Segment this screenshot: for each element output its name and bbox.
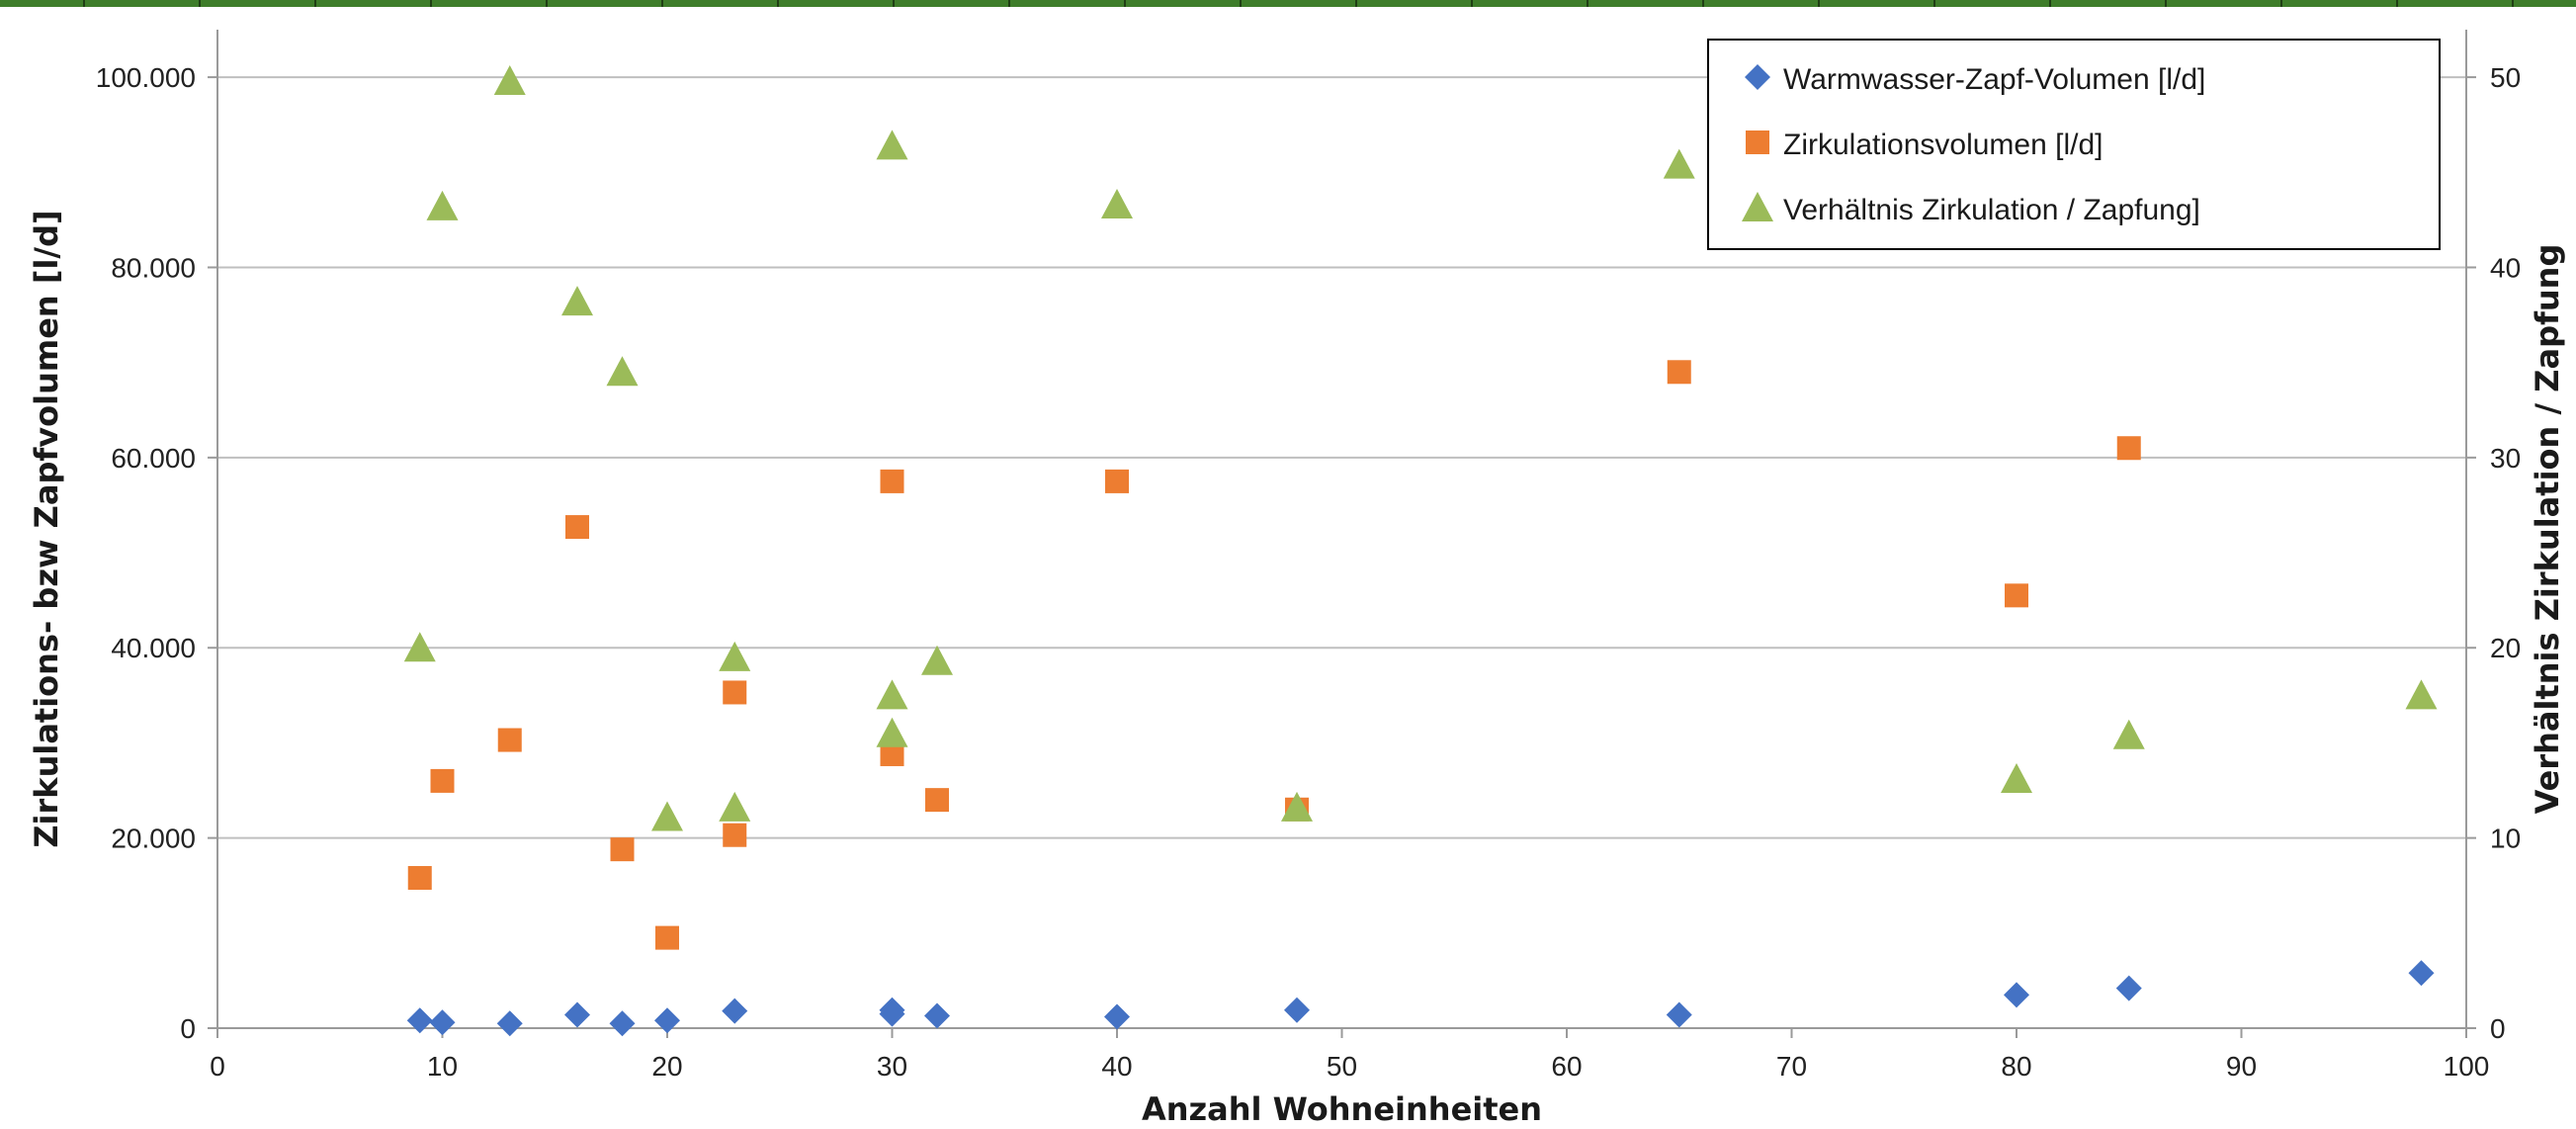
verhaeltnis-point (493, 64, 526, 95)
verhaeltnis-point (403, 632, 436, 662)
warmwasser-point (924, 1002, 950, 1029)
zirkulation-point (925, 788, 949, 813)
x-tick-label: 80 (2001, 1051, 2031, 1082)
x-tick-label: 100 (2444, 1051, 2490, 1082)
x-tick-label: 10 (427, 1051, 458, 1082)
warmwasser-point (879, 1000, 905, 1027)
verhaeltnis-point (1101, 188, 1133, 218)
zirkulation-point (1667, 360, 1691, 385)
y-tick-label: 0 (180, 1013, 196, 1044)
y-tick-label: 80.000 (111, 252, 196, 283)
zirkulation-point (723, 680, 747, 705)
zirkulation-point (1105, 469, 1129, 493)
zirkulation-point (610, 837, 635, 862)
top-bar (0, 0, 2576, 7)
verhaeltnis-point (719, 641, 751, 671)
verhaeltnis-point (719, 791, 751, 822)
axes (208, 30, 2476, 1038)
verhaeltnis-point (1281, 791, 1313, 822)
y-axis-title: Zirkulations- bzw Zapfvolumen [l/d] (28, 210, 65, 847)
legend-swatch-square (1746, 130, 1769, 154)
y2-tick-label: 30 (2490, 443, 2521, 474)
zirkulation-point (723, 823, 747, 847)
zirkulation-point (565, 515, 589, 540)
x-axis-title: Anzahl Wohneinheiten (1142, 1090, 1542, 1128)
verhaeltnis-point (876, 130, 908, 160)
x-tick-label: 90 (2226, 1051, 2257, 1082)
warmwasser-point (2408, 960, 2435, 987)
verhaeltnis-point (426, 190, 459, 220)
x-tick-label: 60 (1551, 1051, 1582, 1082)
x-tick-label: 30 (877, 1051, 907, 1082)
verhaeltnis-point (561, 286, 593, 316)
x-tick-label: 40 (1101, 1051, 1132, 1082)
top-decorative-bar (0, 0, 2576, 7)
warmwasser-point (1666, 1001, 1692, 1028)
zirkulation-point (880, 469, 904, 493)
warmwasser-point (406, 1007, 433, 1034)
legend-swatch-triangle-group (1742, 192, 1773, 221)
verhaeltnis-point (606, 356, 639, 387)
warmwasser-point (609, 1010, 636, 1037)
x-tick-label: 50 (1327, 1051, 1357, 1082)
warmwasser-point (654, 1007, 680, 1034)
legend-label-warmwasser: Warmwasser-Zapf-Volumen [l/d] (1783, 63, 2205, 96)
y2-tick-label: 40 (2490, 252, 2521, 283)
legend-swatch-square-group (1746, 130, 1769, 154)
verhaeltnis-point (2112, 719, 2145, 749)
warmwasser-point (496, 1010, 523, 1037)
data-points (403, 64, 2438, 1037)
verhaeltnis-point (876, 717, 908, 747)
verhaeltnis-point (2001, 762, 2032, 793)
verhaeltnis-point (2405, 679, 2438, 710)
legend-item-warmwasser: Warmwasser-Zapf-Volumen [l/d] (1745, 63, 2205, 96)
zirkulation-point (655, 925, 679, 950)
y-tick-label: 40.000 (111, 633, 196, 663)
zirkulation-point (407, 866, 432, 891)
warmwasser-point (429, 1009, 456, 1036)
tick-labels: 0 10 20 30 40 50 60 70 80 90 100020.00040.00060.00… (96, 62, 2521, 1082)
legend-item-zirkulation: Zirkulationsvolumen [l/d] (1746, 129, 2103, 161)
x-tick-label: 0 (210, 1051, 225, 1082)
verhaeltnis-point (1663, 148, 1695, 179)
legend-swatch-diamond (1745, 64, 1770, 90)
zirkulation-point (2116, 436, 2141, 461)
warmwasser-point (722, 998, 748, 1024)
legend: Warmwasser-Zapf-Volumen [l/d] Zirkulatio… (1707, 39, 2441, 250)
legend-swatch-triangle (1742, 192, 1773, 221)
y-tick-label: 100.000 (96, 62, 196, 93)
x-tick-label: 70 (1776, 1051, 1807, 1082)
x-tick-label: 20 (651, 1051, 682, 1082)
warmwasser-point (1104, 1003, 1130, 1030)
zirkulation-point (2005, 583, 2028, 608)
y2-tick-label: 0 (2490, 1013, 2506, 1044)
legend-box (1707, 39, 2441, 250)
legend-label-zirkulation: Zirkulationsvolumen [l/d] (1783, 129, 2103, 161)
legend-label-verhaeltnis: Verhältnis Zirkulation / Zapfung] (1783, 194, 2200, 226)
verhaeltnis-point (876, 679, 908, 710)
verhaeltnis-point (921, 645, 953, 675)
y-tick-label: 20.000 (111, 824, 196, 854)
warmwasser-point (564, 1001, 590, 1028)
verhaeltnis-point (651, 801, 683, 831)
y2-axis-title: Verhältnis Zirkulation / Zapfung (2529, 244, 2566, 815)
y-tick-label: 60.000 (111, 443, 196, 474)
zirkulation-point (430, 768, 455, 793)
warmwasser-point (1284, 997, 1310, 1023)
warmwasser-point (2004, 982, 2029, 1008)
y2-tick-label: 50 (2490, 62, 2521, 93)
y2-tick-label: 10 (2490, 824, 2521, 854)
y2-tick-label: 20 (2490, 633, 2521, 663)
legend-item-verhaeltnis: Verhältnis Zirkulation / Zapfung] (1742, 192, 2200, 226)
legend-swatch-diamond-group (1745, 64, 1770, 90)
warmwasser-point (2115, 975, 2142, 1001)
zirkulation-point (497, 728, 522, 752)
